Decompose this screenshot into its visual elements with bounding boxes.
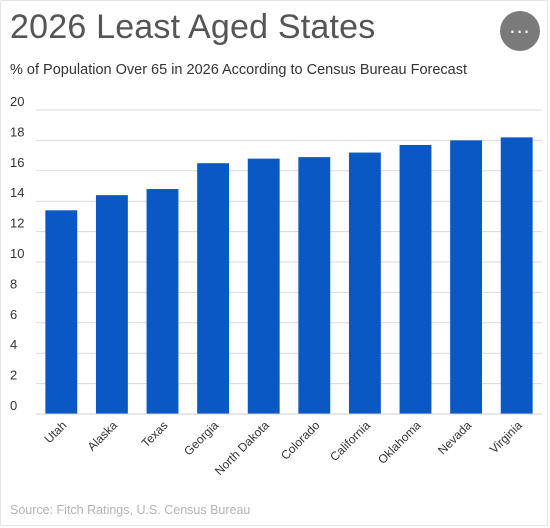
more-horizontal-icon: ... <box>509 13 531 38</box>
x-tick-label: Alaska <box>85 418 121 454</box>
source-note: Source: Fitch Ratings, U.S. Census Burea… <box>10 503 251 517</box>
x-tick-label: Colorado <box>278 418 323 463</box>
y-tick-label: 14 <box>10 185 24 200</box>
chart-subtitle: % of Population Over 65 in 2026 Accordin… <box>10 62 468 78</box>
x-tick-label: Texas <box>139 418 171 450</box>
y-tick-label: 16 <box>10 155 24 170</box>
x-tick-label: North Dakota <box>212 418 272 478</box>
y-tick-label: 8 <box>10 276 17 291</box>
bar <box>95 195 128 414</box>
x-tick-label: Virginia <box>487 418 525 456</box>
y-tick-label: 10 <box>10 246 24 261</box>
bar <box>298 157 331 414</box>
bar <box>450 140 483 414</box>
x-tick-label: Oklahoma <box>375 418 424 467</box>
chart-menu-button[interactable]: ... <box>500 11 540 51</box>
bar <box>45 210 78 414</box>
bar-chart: 0 2 4 6 8 10 12 14 16 18 20 Utah Alaska Texas Georgia… <box>10 94 542 478</box>
y-tick-label: 18 <box>10 124 24 139</box>
y-tick-label: 4 <box>10 337 17 352</box>
y-tick-label: 6 <box>10 307 17 322</box>
x-tick-label: Georgia <box>181 418 221 458</box>
y-tick-label: 2 <box>10 368 17 383</box>
y-tick-label: 0 <box>10 398 17 413</box>
y-tick-label: 12 <box>10 216 24 231</box>
y-axis-ticks: 0 2 4 6 8 10 12 14 16 18 20 <box>10 94 24 413</box>
bars <box>45 137 533 415</box>
bar <box>247 158 280 414</box>
y-tick-label: 20 <box>10 94 24 109</box>
bar <box>348 152 381 414</box>
x-tick-label: California <box>327 418 373 464</box>
x-tick-label: Nevada <box>435 418 474 457</box>
chart-title: 2026 Least Aged States <box>10 8 376 46</box>
x-tick-label: Utah <box>42 418 70 446</box>
bar <box>399 144 432 414</box>
bar <box>197 163 230 414</box>
bar <box>500 137 533 415</box>
bar <box>146 189 179 414</box>
